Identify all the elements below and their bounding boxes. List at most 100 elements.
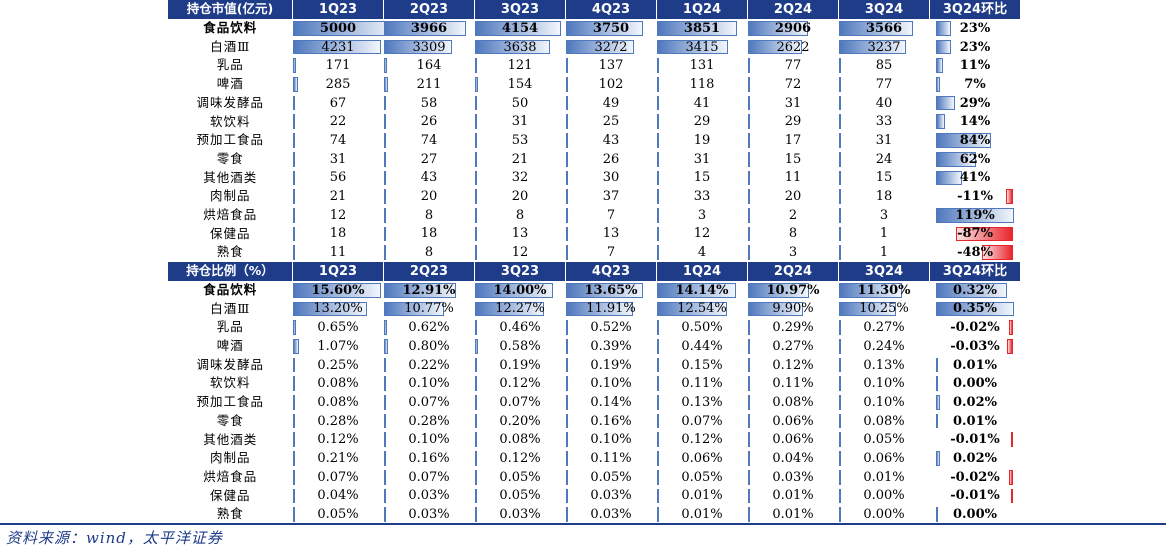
value-bar	[747, 95, 750, 111]
value-text: 2906	[774, 20, 812, 36]
value-bar	[565, 507, 568, 522]
value-text: 12	[511, 245, 529, 261]
value-cell: 74	[292, 131, 384, 150]
value-text: 0.05%	[499, 488, 541, 504]
row-label: 乳品	[216, 57, 244, 73]
value-cell: 21	[292, 187, 384, 206]
value-bar	[292, 151, 295, 167]
value-cell: 77	[838, 75, 930, 94]
value-bar	[838, 376, 841, 392]
value-cell: 0.39%	[565, 337, 657, 356]
value-text: 31	[329, 151, 347, 167]
value-cell: 0.00%	[838, 505, 930, 524]
value-text: 0.03%	[499, 507, 541, 523]
table-row: 食品饮料 5000 3966 4154 3750 3851 2906 3566 23%	[168, 19, 1021, 38]
value-bar	[747, 77, 750, 92]
value-bar	[474, 451, 477, 466]
value-cell: 31	[292, 150, 384, 169]
value-cell: 56	[292, 169, 384, 188]
value-cell: 0.12%	[292, 430, 384, 449]
table-row: 其他酒类 0.12% 0.10% 0.08% 0.10% 0.12% 0.06% 0.05% -…	[168, 430, 1021, 449]
change-text: 0.01%	[952, 357, 997, 373]
value-bar	[656, 507, 659, 522]
holdings-table: 持仓市值(亿元) 1Q23 2Q23 3Q23 4Q23 1Q24 2Q24 3Q24 3Q24…	[168, 0, 1021, 524]
value-text: 3566	[865, 20, 903, 36]
value-bar	[474, 469, 477, 485]
value-bar	[383, 320, 387, 335]
change-cell: 7%	[930, 75, 1021, 94]
change-cell: 119%	[930, 206, 1021, 225]
value-bar	[292, 170, 295, 186]
value-text: 49	[602, 95, 620, 111]
value-bar	[656, 301, 728, 317]
value-text: 3750	[592, 20, 630, 36]
value-text: 0.08%	[863, 413, 905, 429]
value-cell: 0.00%	[838, 487, 930, 506]
value-cell: 171	[292, 56, 384, 75]
change-text: 119%	[955, 207, 995, 223]
value-text: 0.28%	[317, 413, 359, 429]
row-label: 白酒Ⅲ	[210, 38, 251, 54]
value-bar	[474, 245, 477, 260]
value-bar	[656, 21, 737, 36]
value-bar	[747, 114, 750, 130]
value-text: 32	[511, 170, 529, 186]
value-bar	[656, 357, 659, 373]
value-cell: 0.11%	[656, 374, 748, 393]
value-cell: 0.07%	[383, 393, 475, 412]
change-cell: 0.02%	[930, 393, 1021, 412]
value-bar	[838, 339, 841, 354]
value-bar	[747, 58, 750, 74]
value-text: 0.39%	[590, 338, 632, 354]
row-label: 保健品	[209, 487, 251, 503]
value-text: 0.62%	[408, 320, 450, 336]
value-text: 1	[879, 226, 889, 242]
change-cell: -87%	[930, 225, 1021, 244]
table-row: 预加工食品 74 74 53 43 19 17 31 84%	[168, 131, 1021, 150]
change-text: -0.01%	[950, 488, 1000, 504]
value-bar	[747, 226, 750, 242]
value-bar	[474, 133, 477, 148]
value-text: 31	[693, 151, 711, 167]
table-row: 白酒Ⅲ 4231 3309 3638 3272 3415 2622 3237 23%	[168, 38, 1021, 57]
value-cell: 0.08%	[838, 412, 930, 431]
value-bar	[656, 226, 659, 242]
value-text: 2	[788, 207, 798, 223]
change-bar	[1006, 339, 1014, 354]
value-bar	[656, 488, 659, 504]
value-text: 50	[511, 95, 529, 111]
value-cell: 0.05%	[474, 487, 566, 506]
value-text: 26	[602, 151, 620, 167]
value-bar	[838, 451, 841, 466]
value-cell: 0.08%	[474, 430, 566, 449]
change-header: 3Q24环比	[929, 261, 1021, 281]
value-cell: 13	[565, 225, 657, 244]
change-text: 84%	[959, 132, 991, 148]
value-bar	[656, 39, 728, 55]
change-text: 0.01%	[952, 413, 997, 429]
value-text: 0.08%	[317, 394, 359, 410]
value-cell: 49	[565, 94, 657, 113]
change-cell: 0.32%	[930, 281, 1021, 300]
value-cell: 0.07%	[474, 393, 566, 412]
value-bar	[565, 339, 568, 354]
value-text: 11.30%	[857, 282, 911, 298]
value-bar	[565, 469, 568, 485]
value-bar	[747, 301, 804, 317]
value-cell: 131	[656, 56, 748, 75]
row-label: 乳品	[216, 319, 244, 335]
value-bar	[292, 226, 295, 242]
value-cell: 0.07%	[656, 412, 748, 431]
value-bar	[565, 357, 568, 373]
value-cell: 0.22%	[383, 356, 475, 375]
value-text: 0.00%	[863, 507, 905, 523]
value-bar	[474, 301, 544, 317]
value-text: 33	[875, 114, 893, 130]
change-bar	[935, 39, 951, 55]
value-bar	[383, 207, 386, 223]
row-label: 啤酒	[216, 76, 244, 92]
value-cell: 0.12%	[656, 430, 748, 449]
change-cell: -0.03%	[930, 337, 1021, 356]
source-divider	[0, 523, 1166, 525]
value-text: 11.91%	[586, 301, 636, 317]
